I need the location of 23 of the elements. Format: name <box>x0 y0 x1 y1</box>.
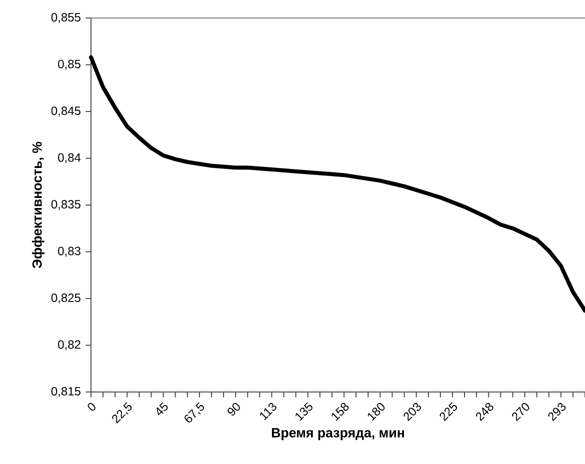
y-tick-label: 0,825 <box>51 294 80 304</box>
x-tick-label: 135 <box>296 402 312 421</box>
x-tick-label: 225 <box>440 402 458 422</box>
y-tick-label: 0,85 <box>58 60 80 70</box>
x-tick-label: 248 <box>476 402 494 422</box>
x-tick-label: 293 <box>548 402 566 422</box>
x-tick-label: 203 <box>404 402 422 422</box>
y-tick-label: 0,84 <box>58 153 81 164</box>
y-tick-label: 0,82 <box>58 340 80 350</box>
x-tick-label: 180 <box>368 403 385 421</box>
x-tick-label: 0 <box>88 402 96 411</box>
x-tick-label: 113 <box>260 402 276 420</box>
x-tick-label: 158 <box>332 402 349 421</box>
x-tick-label: 270 <box>512 403 530 422</box>
x-tick-label: 90 <box>228 402 240 416</box>
y-tick-label: 0,83 <box>58 246 80 257</box>
y-tick-label: 0,855 <box>51 13 80 23</box>
y-tick-label: 0,845 <box>51 106 80 116</box>
x-axis-title: Время разряда, мин <box>272 428 404 440</box>
y-tick-label: 0,835 <box>51 200 80 210</box>
y-tick-label: 0,815 <box>51 387 80 397</box>
y-axis-title: Эффективность, % <box>32 142 44 268</box>
x-tick-label: 45 <box>156 402 168 416</box>
